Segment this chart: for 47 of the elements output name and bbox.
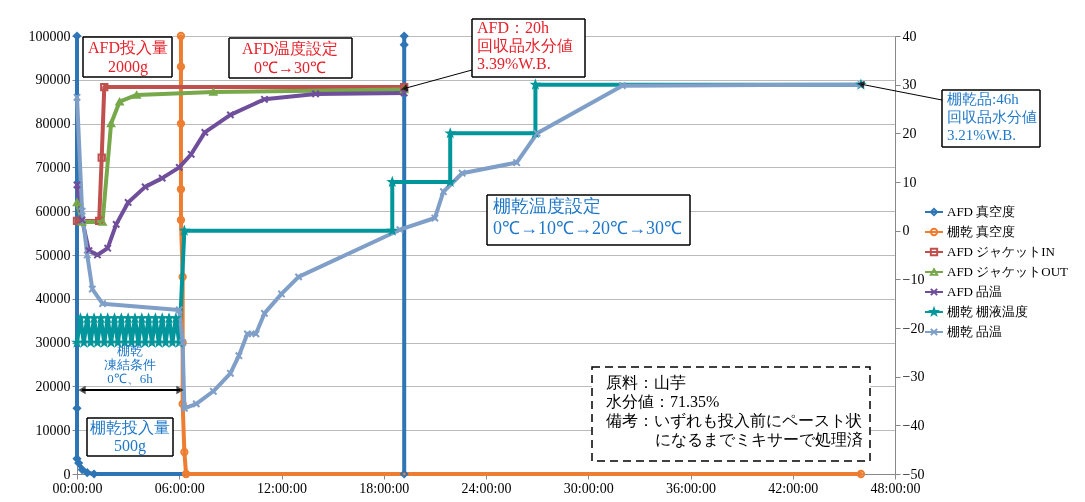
y2-tick-label: −30 bbox=[902, 369, 925, 385]
legend-label: AFD 品温 bbox=[947, 284, 1003, 299]
legend-label: 棚乾 品温 bbox=[947, 324, 1003, 339]
y-tick-label: 10000 bbox=[35, 422, 71, 438]
annotation: 棚乾凍結条件0℃、6h bbox=[104, 343, 156, 386]
y2-tick-label: −50 bbox=[902, 466, 925, 482]
annotation: AFD温度設定 0℃→30℃ bbox=[241, 40, 339, 76]
y2-tick-label: −40 bbox=[902, 417, 925, 433]
legend-label: AFD 真空度 bbox=[947, 204, 1016, 219]
y2-tick-label: 10 bbox=[902, 174, 917, 190]
y-tick-label: 20000 bbox=[35, 378, 71, 394]
legend-label: 棚乾 真空度 bbox=[947, 224, 1016, 239]
x-tick-label: 06:00:00 bbox=[154, 480, 205, 496]
y2-tick-label: 40 bbox=[902, 28, 917, 44]
x-tick-label: 18:00:00 bbox=[359, 480, 410, 496]
x-tick-label: 12:00:00 bbox=[257, 480, 307, 496]
legend-label: AFD ジャケットOUT bbox=[947, 264, 1069, 279]
y-tick-label: 100000 bbox=[28, 28, 71, 44]
y-tick-label: 30000 bbox=[35, 335, 71, 351]
y-tick-label: 90000 bbox=[35, 72, 71, 88]
annotation: 備考：いずれも投入前にペースト状になるまでミキサーで処理済 bbox=[606, 412, 863, 448]
legend-label: AFD ジャケットIN bbox=[947, 244, 1056, 259]
x-tick-label: 24:00:00 bbox=[461, 480, 512, 496]
y-tick-label: 50000 bbox=[35, 247, 71, 263]
x-tick-label: 42:00:00 bbox=[768, 480, 819, 496]
y-tick-label: 70000 bbox=[35, 159, 71, 175]
x-tick-label: 36:00:00 bbox=[666, 480, 716, 496]
y-tick-label: 60000 bbox=[35, 203, 71, 219]
y-tick-label: 80000 bbox=[35, 116, 71, 132]
annotation: AFD：20h 回収品水分値 3.39%W.B. bbox=[477, 19, 573, 72]
legend-label: 棚乾 棚液温度 bbox=[947, 304, 1029, 319]
annotation: 原料：山芋 bbox=[606, 374, 686, 391]
y-tick-label: 40000 bbox=[35, 291, 71, 307]
y2-tick-label: −10 bbox=[902, 271, 925, 287]
y2-tick-label: 0 bbox=[902, 223, 910, 239]
annotation: 棚乾品:46h 回収品水分値 3.21%W.B. bbox=[947, 91, 1037, 143]
annotation: 水分値：71.35% bbox=[606, 393, 720, 410]
x-tick-label: 00:00:00 bbox=[52, 480, 103, 496]
x-tick-label: 30:00:00 bbox=[563, 480, 614, 496]
y2-tick-label: 30 bbox=[902, 77, 917, 93]
y2-tick-label: −20 bbox=[902, 320, 925, 336]
y-tick-label: 0 bbox=[63, 466, 71, 482]
x-tick-label: 48:00:00 bbox=[870, 480, 921, 496]
y2-tick-label: 20 bbox=[902, 125, 917, 141]
annotation: 棚乾投入量 500g bbox=[90, 419, 170, 455]
annotation: AFD投入量 2000g bbox=[87, 39, 169, 76]
annotation: 棚乾温度設定 0℃→10℃→20℃→30℃ bbox=[493, 196, 682, 238]
